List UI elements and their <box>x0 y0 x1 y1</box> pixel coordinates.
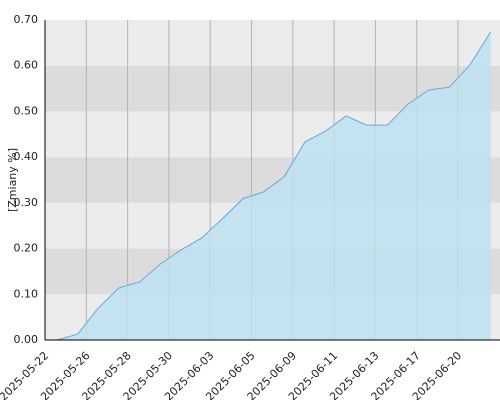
y-tick-label: 0.60 <box>14 59 39 72</box>
area <box>57 31 491 341</box>
y-tick-label: 0.50 <box>14 104 39 117</box>
line <box>56 31 492 341</box>
grid-band <box>45 20 500 66</box>
y-tick-label: 0.30 <box>14 196 39 209</box>
y-tick-label: 0.40 <box>14 150 39 163</box>
y-tick-label: 0.20 <box>14 242 39 255</box>
y-tick-label: 0.00 <box>14 333 39 346</box>
y-tick-label: 0.10 <box>14 287 39 300</box>
y-axis-label: [Zmiany %] <box>6 148 19 212</box>
y-tick-label: 0.70 <box>14 13 39 26</box>
